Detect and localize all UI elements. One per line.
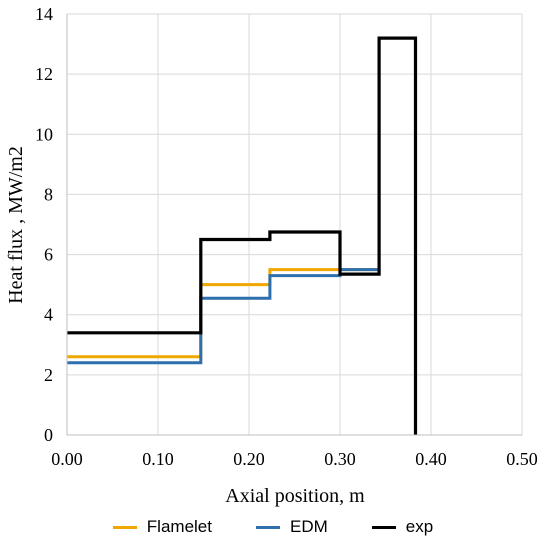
y-tick-label: 10	[35, 124, 53, 144]
legend-item-exp: exp	[371, 517, 434, 537]
grid-lines	[67, 13, 523, 435]
x-tick-label: 0.50	[506, 449, 538, 469]
x-tick-label: 0.10	[142, 449, 174, 469]
legend-item-edm: EDM	[255, 517, 328, 537]
x-tick-label: 0.30	[324, 449, 356, 469]
legend-swatch-exp	[371, 525, 396, 529]
y-tick-label: 8	[44, 184, 53, 204]
series-line-flamelet	[67, 268, 380, 359]
x-tick-label: 0.00	[51, 449, 83, 469]
tick-labels: 0.00 0.10 0.20 0.30 0.40 0.50 0 2 4 6 8 10 12 14	[35, 4, 538, 469]
x-tick-label: 0.40	[415, 449, 447, 469]
axes	[66, 14, 522, 436]
legend-label-flamelet: Flamelet	[146, 517, 212, 536]
y-tick-label: 2	[44, 365, 53, 385]
x-tick-label: 0.20	[233, 449, 265, 469]
y-tick-label: 0	[44, 425, 53, 445]
heat-flux-chart: 0.00 0.10 0.20 0.30 0.40 0.50 0 2 4 6 8 10 12 14 Axia…	[5, 4, 538, 507]
y-tick-label: 14	[35, 4, 53, 24]
x-axis-title: Axial position, m	[225, 485, 365, 507]
series-layer	[67, 36, 418, 435]
legend-swatch-edm	[255, 525, 280, 529]
y-tick-label: 4	[44, 305, 53, 325]
legend-label-edm: EDM	[289, 517, 328, 536]
series-line-exp	[67, 36, 418, 435]
legend-item-flamelet: Flamelet	[112, 517, 212, 537]
y-tick-label: 12	[35, 64, 53, 84]
y-tick-label: 6	[44, 245, 53, 265]
legend: Flamelet EDM exp	[0, 510, 546, 544]
legend-swatch-flamelet	[112, 525, 137, 529]
y-axis-title: Heat flux , MW/m2	[5, 146, 27, 304]
legend-label-exp: exp	[405, 517, 434, 536]
